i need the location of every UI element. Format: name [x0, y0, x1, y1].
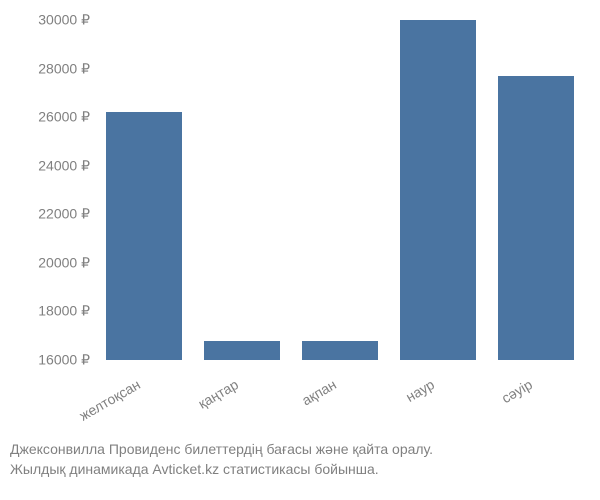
y-tick-label: 22000 ₽ — [10, 206, 90, 223]
y-tick-label: 18000 ₽ — [10, 303, 90, 320]
y-tick-label: 28000 ₽ — [10, 60, 90, 77]
y-tick-label: 30000 ₽ — [10, 12, 90, 29]
caption-line-2: Жылдық динамикада Avticket.kz статистика… — [10, 460, 590, 480]
chart-area: 16000 ₽18000 ₽20000 ₽22000 ₽24000 ₽26000… — [95, 20, 585, 360]
y-tick-label: 20000 ₽ — [10, 254, 90, 271]
x-tick-label: сәуір — [499, 376, 535, 406]
y-tick-label: 24000 ₽ — [10, 157, 90, 174]
x-tick-label: ақпан — [299, 376, 339, 408]
y-tick-label: 26000 ₽ — [10, 109, 90, 126]
bar — [302, 341, 378, 360]
x-tick-label: желтоқсан — [77, 376, 143, 424]
y-axis: 16000 ₽18000 ₽20000 ₽22000 ₽24000 ₽26000… — [10, 20, 90, 360]
caption: Джексонвилла Провиденс билеттердің бағас… — [10, 440, 590, 479]
caption-line-1: Джексонвилла Провиденс билеттердің бағас… — [10, 440, 590, 460]
x-tick-label: наур — [403, 376, 437, 405]
x-axis-labels: желтоқсанқаңтарақпаннаурсәуір — [95, 365, 585, 425]
y-tick-label: 16000 ₽ — [10, 352, 90, 369]
x-tick-label: қаңтар — [195, 376, 241, 412]
bar — [400, 20, 476, 360]
bar — [106, 112, 182, 360]
bar — [204, 341, 280, 360]
plot-area — [95, 20, 585, 360]
bar — [498, 76, 574, 360]
